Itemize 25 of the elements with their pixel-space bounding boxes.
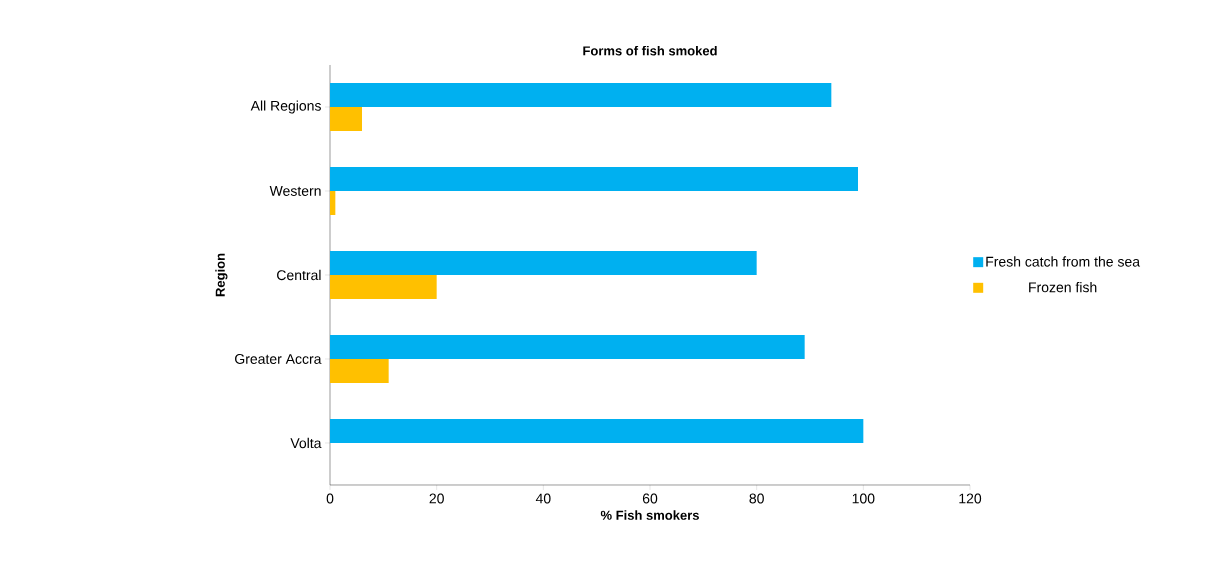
legend-label: Fresh catch from the sea — [986, 256, 1141, 267]
x-axis-title: % Fish smokers — [600, 510, 699, 520]
x-tick-label: 20 — [429, 493, 444, 504]
text: Frozen fish — [1029, 281, 1097, 293]
bar — [330, 334, 805, 359]
chart-title: Forms of fish smoked — [583, 45, 717, 56]
bar — [330, 82, 832, 107]
x-tick-label: 40 — [535, 493, 551, 504]
bar — [330, 418, 864, 443]
bar — [330, 166, 858, 191]
y-tick-label: Volta — [290, 437, 322, 449]
y-tick-label: Greater Accra — [235, 354, 322, 364]
bar — [330, 250, 757, 275]
x-tick-label: 60 — [642, 493, 658, 504]
bar — [330, 358, 389, 383]
x-tick-label: 80 — [749, 493, 764, 504]
bar — [330, 274, 437, 299]
y-axis-title: Region — [215, 253, 228, 297]
x-tick-label: 0 — [326, 493, 334, 504]
y-tick-label: Western — [269, 186, 321, 196]
x-tick-label: 100 — [852, 493, 875, 504]
y-tick-label: All Regions — [250, 100, 321, 114]
x-tick-label: 120 — [959, 493, 982, 504]
y-tick-label: Central — [277, 269, 321, 281]
bar — [330, 106, 363, 131]
